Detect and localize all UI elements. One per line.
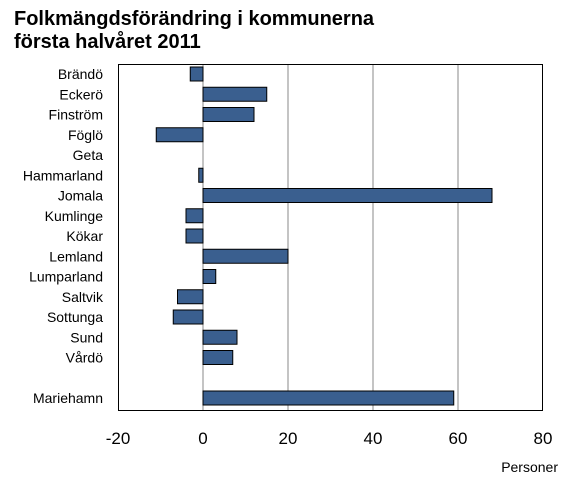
category-label: Kökar bbox=[66, 228, 103, 244]
category-label: Föglö bbox=[68, 127, 103, 143]
bar-Brändö bbox=[189, 66, 204, 82]
bar-Sund bbox=[202, 329, 238, 345]
bar-Hammarland bbox=[198, 167, 204, 183]
x-tick-label: 0 bbox=[198, 429, 207, 448]
bar-Kumlinge bbox=[185, 208, 204, 224]
x-tick-label: 20 bbox=[279, 429, 298, 448]
category-label: Kumlinge bbox=[45, 208, 104, 224]
category-label: Saltvik bbox=[62, 289, 104, 305]
bar-Saltvik bbox=[177, 289, 204, 305]
x-tick-label: 60 bbox=[449, 429, 468, 448]
category-label: Eckerö bbox=[59, 86, 103, 102]
chart-title-line1: Folkmängdsförändring i kommunerna bbox=[14, 8, 375, 30]
x-tick-label: -20 bbox=[106, 429, 131, 448]
bar-Mariehamn bbox=[202, 390, 455, 406]
bar-Vårdö bbox=[202, 350, 234, 365]
category-label: Vårdö bbox=[66, 350, 104, 366]
x-tick-label: 80 bbox=[534, 429, 553, 448]
bar-Finström bbox=[202, 107, 255, 122]
x-tick-label: 40 bbox=[364, 429, 383, 448]
category-label: Finström bbox=[49, 107, 103, 123]
category-label: Lumparland bbox=[29, 269, 103, 285]
category-label: Sund bbox=[70, 329, 103, 345]
category-label: Sottunga bbox=[47, 309, 103, 325]
bar-Kökar bbox=[185, 228, 204, 244]
category-label: Geta bbox=[73, 147, 104, 163]
category-label: Brändö bbox=[58, 66, 103, 82]
bar-Jomala bbox=[202, 188, 493, 203]
bar-Sottunga bbox=[172, 309, 204, 325]
plot-frame bbox=[118, 64, 543, 411]
category-label: Mariehamn bbox=[33, 390, 103, 406]
x-axis-unit-label: Personer bbox=[501, 459, 558, 475]
bar-Eckerö bbox=[202, 86, 268, 102]
chart-title-line2: första halvåret 2011 bbox=[14, 31, 201, 53]
bar-Lumparland bbox=[202, 269, 217, 284]
category-label: Hammarland bbox=[23, 167, 103, 183]
chart-title: Folkmängdsförändring i kommunerna första… bbox=[14, 8, 374, 54]
category-label: Jomala bbox=[58, 188, 103, 204]
category-label: Lemland bbox=[49, 248, 103, 264]
bar-Föglö bbox=[155, 127, 204, 143]
bar-Lemland bbox=[202, 248, 289, 264]
